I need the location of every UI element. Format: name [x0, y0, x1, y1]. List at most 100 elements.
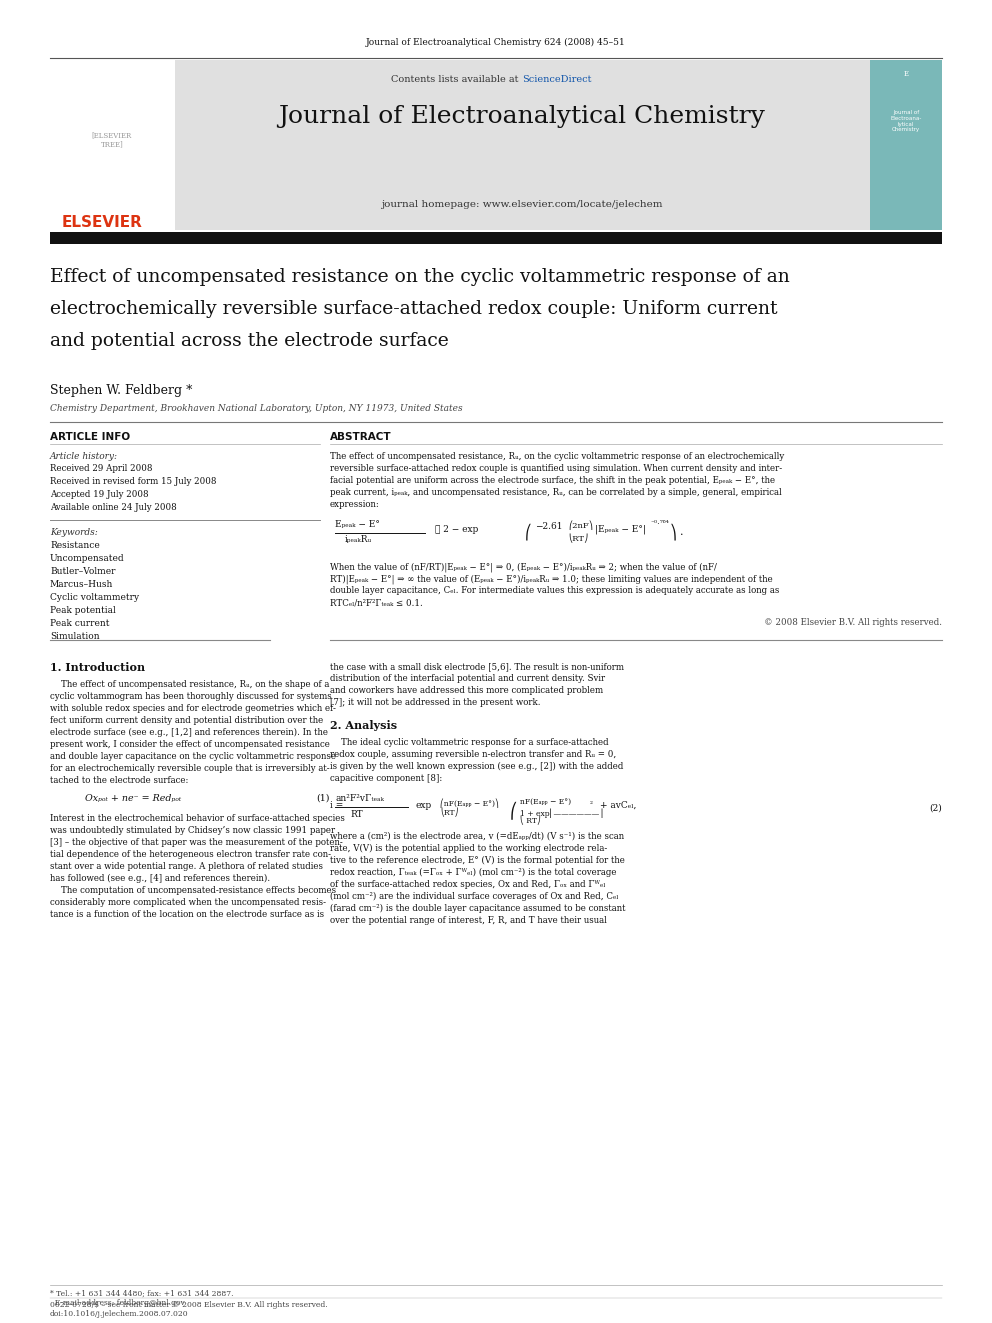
Text: Journal of
Electroana-
lytical
Chemistry: Journal of Electroana- lytical Chemistry	[890, 110, 922, 132]
Text: and potential across the electrode surface: and potential across the electrode surfa…	[50, 332, 448, 351]
Text: RT: RT	[350, 810, 363, 819]
FancyBboxPatch shape	[870, 60, 942, 230]
FancyBboxPatch shape	[50, 232, 942, 243]
Text: The ideal cyclic voltammetric response for a surface-attached: The ideal cyclic voltammetric response f…	[330, 738, 609, 747]
Text: + avCₑₗ,: + avCₑₗ,	[600, 800, 637, 810]
Text: considerably more complicated when the uncompensated resis-: considerably more complicated when the u…	[50, 898, 326, 908]
Text: E: E	[904, 70, 909, 78]
Text: exp: exp	[415, 800, 432, 810]
Text: 0022-0728/$ – see front matter © 2008 Elsevier B.V. All rights reserved.: 0022-0728/$ – see front matter © 2008 El…	[50, 1301, 327, 1308]
Text: .: .	[680, 527, 683, 537]
Text: ScienceDirect: ScienceDirect	[522, 75, 591, 83]
Text: Keywords:: Keywords:	[50, 528, 98, 537]
Text: iₚₑₐₖRᵤ: iₚₑₐₖRᵤ	[345, 534, 372, 544]
Text: RT)|Eₚₑₐₖ − E°| ⇒ ∞ the value of (Eₚₑₐₖ − E°)/iₚₑₐₖRᵤ ⇒ 1.0; these limiting valu: RT)|Eₚₑₐₖ − E°| ⇒ ∞ the value of (Eₚₑₐₖ …	[330, 574, 773, 583]
Text: The effect of uncompensated resistance, Rᵤ, on the shape of a: The effect of uncompensated resistance, …	[50, 680, 329, 689]
Text: Article history:: Article history:	[50, 452, 118, 460]
Text: and coworkers have addressed this more complicated problem: and coworkers have addressed this more c…	[330, 687, 603, 695]
Text: ⎛: ⎛	[525, 523, 532, 540]
Text: ⎝RT⎠: ⎝RT⎠	[568, 534, 588, 544]
Text: (2): (2)	[930, 804, 942, 814]
Text: nF(Eₐₚₚ − E°): nF(Eₐₚₚ − E°)	[520, 798, 571, 806]
Text: Uncompensated: Uncompensated	[50, 554, 125, 564]
Text: Peak current: Peak current	[50, 619, 109, 628]
Text: Simulation: Simulation	[50, 632, 99, 642]
Text: Marcus–Hush: Marcus–Hush	[50, 579, 113, 589]
Text: ²: ²	[590, 800, 593, 808]
Text: reversible surface-attached redox couple is quantified using simulation. When cu: reversible surface-attached redox couple…	[330, 464, 782, 474]
Text: expression:: expression:	[330, 500, 380, 509]
Text: © 2008 Elsevier B.V. All rights reserved.: © 2008 Elsevier B.V. All rights reserved…	[764, 618, 942, 627]
Text: Received in revised form 15 July 2008: Received in revised form 15 July 2008	[50, 478, 216, 486]
Text: ELSEVIER: ELSEVIER	[62, 216, 143, 230]
Text: ⎛2nF⎞: ⎛2nF⎞	[568, 520, 593, 529]
Text: Stephen W. Feldberg *: Stephen W. Feldberg *	[50, 384, 192, 397]
Text: distribution of the interfacial potential and current density. Svir: distribution of the interfacial potentia…	[330, 673, 605, 683]
Text: fect uniform current density and potential distribution over the: fect uniform current density and potenti…	[50, 716, 323, 725]
Text: electrode surface (see e.g., [1,2] and references therein). In the: electrode surface (see e.g., [1,2] and r…	[50, 728, 328, 737]
Text: (mol cm⁻²) are the individual surface coverages of Ox and Red, Cₑₗ: (mol cm⁻²) are the individual surface co…	[330, 892, 618, 901]
Text: Effect of uncompensated resistance on the cyclic voltammetric response of an: Effect of uncompensated resistance on th…	[50, 269, 790, 286]
Text: RTCₑₗ/n²F²Γₜₑₐₖ ≤ 0.1.: RTCₑₗ/n²F²Γₜₑₐₖ ≤ 0.1.	[330, 598, 423, 607]
Text: with soluble redox species and for electrode geometries which ef-: with soluble redox species and for elect…	[50, 704, 336, 713]
Text: redox reaction, Γₜₑₐₖ (=Γₒₓ + Γᵂₑₗ) (mol cm⁻²) is the total coverage: redox reaction, Γₜₑₐₖ (=Γₒₓ + Γᵂₑₗ) (mol…	[330, 868, 616, 877]
Text: E-mail address: feldberg@bnl.gov: E-mail address: feldberg@bnl.gov	[50, 1299, 185, 1307]
Text: Journal of Electroanalytical Chemistry: Journal of Electroanalytical Chemistry	[279, 105, 766, 128]
Text: [ELSEVIER
TREE]: [ELSEVIER TREE]	[92, 131, 132, 148]
Text: redox couple, assuming reversible n-electron transfer and Rᵤ = 0,: redox couple, assuming reversible n-elec…	[330, 750, 616, 759]
Text: is given by the well known expression (see e.g., [2]) with the added: is given by the well known expression (s…	[330, 762, 623, 771]
Text: doi:10.1016/j.jelechem.2008.07.020: doi:10.1016/j.jelechem.2008.07.020	[50, 1310, 188, 1318]
Text: [3] – the objective of that paper was the measurement of the poten-: [3] – the objective of that paper was th…	[50, 837, 343, 847]
Text: Oxₚₒₜ + ne⁻ = Redₚₒₜ: Oxₚₒₜ + ne⁻ = Redₚₒₜ	[85, 794, 182, 803]
Text: Contents lists available at: Contents lists available at	[392, 75, 522, 83]
Text: of the surface-attached redox species, Ox and Red, Γₒₓ and Γᵂₑₗ: of the surface-attached redox species, O…	[330, 880, 605, 889]
FancyBboxPatch shape	[50, 60, 175, 230]
Text: 2. Analysis: 2. Analysis	[330, 720, 397, 732]
Text: Peak potential: Peak potential	[50, 606, 116, 615]
Text: [7]; it will not be addressed in the present work.: [7]; it will not be addressed in the pre…	[330, 699, 541, 706]
Text: peak current, iₚₑₐₖ, and uncompensated resistance, Rᵤ, can be correlated by a si: peak current, iₚₑₐₖ, and uncompensated r…	[330, 488, 782, 497]
Text: cyclic voltammogram has been thoroughly discussed for systems: cyclic voltammogram has been thoroughly …	[50, 692, 331, 701]
Text: Butler–Volmer: Butler–Volmer	[50, 568, 115, 576]
Text: Chemistry Department, Brookhaven National Laboratory, Upton, NY 11973, United St: Chemistry Department, Brookhaven Nationa…	[50, 404, 462, 413]
Text: (1): (1)	[316, 794, 330, 803]
Text: 1 + exp⎜——————⎟: 1 + exp⎜——————⎟	[520, 808, 603, 818]
Text: tached to the electrode surface:: tached to the electrode surface:	[50, 777, 188, 785]
Text: Accepted 19 July 2008: Accepted 19 July 2008	[50, 490, 149, 499]
Text: Cyclic voltammetry: Cyclic voltammetry	[50, 593, 139, 602]
Text: 1. Introduction: 1. Introduction	[50, 662, 145, 673]
Text: stant over a wide potential range. A plethora of related studies: stant over a wide potential range. A ple…	[50, 863, 323, 871]
Text: ⎞: ⎞	[670, 523, 677, 540]
Text: Interest in the electrochemical behavior of surface-attached species: Interest in the electrochemical behavior…	[50, 814, 345, 823]
Text: over the potential range of interest, F, R, and T have their usual: over the potential range of interest, F,…	[330, 916, 607, 925]
Text: ⎝ RT⎠: ⎝ RT⎠	[520, 816, 541, 826]
Text: ⎛: ⎛	[510, 800, 518, 819]
Text: an²F²vΓₜₑₐₖ: an²F²vΓₜₑₐₖ	[335, 794, 384, 803]
Text: ≅ 2 − exp: ≅ 2 − exp	[435, 525, 478, 534]
Text: present work, I consider the effect of uncompensated resistance: present work, I consider the effect of u…	[50, 740, 330, 749]
Text: facial potential are uniform across the electrode surface, the shift in the peak: facial potential are uniform across the …	[330, 476, 775, 486]
Text: was undoubtedly stimulated by Chidsey’s now classic 1991 paper: was undoubtedly stimulated by Chidsey’s …	[50, 826, 335, 835]
Text: Received 29 April 2008: Received 29 April 2008	[50, 464, 153, 474]
Text: ⎛nF(Eₐₚₚ − E°)⎞: ⎛nF(Eₐₚₚ − E°)⎞	[440, 798, 499, 807]
Text: The effect of uncompensated resistance, Rᵤ, on the cyclic voltammetric response : The effect of uncompensated resistance, …	[330, 452, 785, 460]
Text: tance is a function of the location on the electrode surface as is: tance is a function of the location on t…	[50, 910, 324, 919]
Text: capacitive component [8]:: capacitive component [8]:	[330, 774, 442, 783]
Text: * Tel.: +1 631 344 4480; fax: +1 631 344 2887.: * Tel.: +1 631 344 4480; fax: +1 631 344…	[50, 1290, 233, 1298]
Text: The computation of uncompensated-resistance effects becomes: The computation of uncompensated-resista…	[50, 886, 336, 894]
Text: ⁻⁰⋅⁷⁶⁴: ⁻⁰⋅⁷⁶⁴	[650, 520, 669, 528]
FancyBboxPatch shape	[175, 60, 870, 230]
Text: −2.61: −2.61	[535, 523, 562, 531]
Text: Eₚₑₐₖ − E°: Eₚₑₐₖ − E°	[335, 520, 380, 529]
Text: Resistance: Resistance	[50, 541, 100, 550]
Text: Available online 24 July 2008: Available online 24 July 2008	[50, 503, 177, 512]
Text: rate, V(V) is the potential applied to the working electrode rela-: rate, V(V) is the potential applied to t…	[330, 844, 607, 853]
Text: ABSTRACT: ABSTRACT	[330, 433, 392, 442]
Text: ⎝RT⎠: ⎝RT⎠	[440, 808, 458, 818]
Text: for an electrochemically reversible couple that is irreversibly at-: for an electrochemically reversible coup…	[50, 763, 329, 773]
Text: the case with a small disk electrode [5,6]. The result is non-uniform: the case with a small disk electrode [5,…	[330, 662, 624, 671]
Text: When the value of (nF/RT)|Eₚₑₐₖ − E°| ⇒ 0, (Eₚₑₐₖ − E°)/iₚₑₐₖRᵤ ⇒ 2; when the va: When the value of (nF/RT)|Eₚₑₐₖ − E°| ⇒ …	[330, 562, 717, 572]
Text: has followed (see e.g., [4] and references therein).: has followed (see e.g., [4] and referenc…	[50, 875, 270, 884]
Text: journal homepage: www.elsevier.com/locate/jelechem: journal homepage: www.elsevier.com/locat…	[381, 200, 663, 209]
Text: tive to the reference electrode, E° (V) is the formal potential for the: tive to the reference electrode, E° (V) …	[330, 856, 625, 865]
